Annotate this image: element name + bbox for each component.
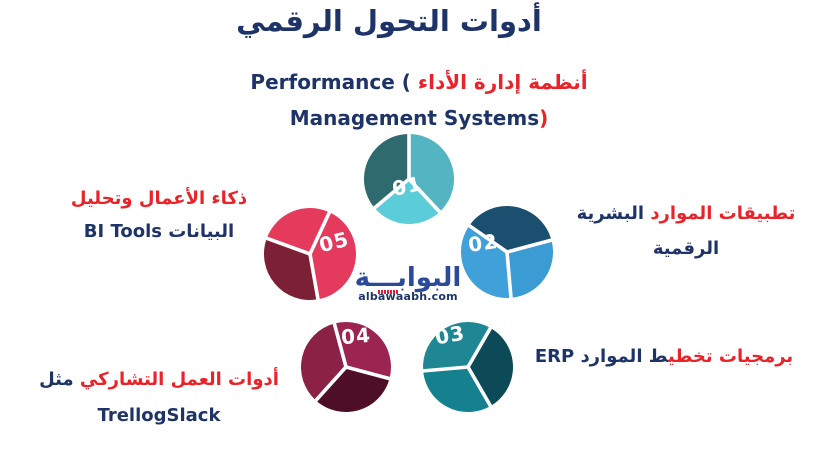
pie-03-gap-2 xyxy=(466,366,493,408)
subtitle-arabic: أنظمة إدارة الأداء xyxy=(417,70,588,94)
label-bi-tools: ذكاء الأعمال وتحليل البيانات BI Tools xyxy=(28,182,290,248)
subtitle-english: Performance xyxy=(250,70,395,94)
subtitle-line2: Management Systems) xyxy=(20,100,818,136)
pie-05: 05 xyxy=(263,207,356,301)
pie-03-gap-1 xyxy=(466,326,493,368)
hr-label-line1: تطبيقات الموارد البشرية xyxy=(562,196,810,231)
subtitle-performance-systems: Performance ( أنظمة إدارة الأداء Managem… xyxy=(20,64,818,136)
pie-04: 04 xyxy=(300,321,392,413)
pie-02: 02 xyxy=(461,206,553,299)
erp-label-red-part: برمجيات تخطي xyxy=(668,346,794,367)
subtitle-line1: Performance ( أنظمة إدارة الأداء xyxy=(20,64,818,100)
pie-02-gap-3 xyxy=(467,223,509,254)
pie-02-segment-3 xyxy=(469,206,552,252)
pie-03-number: 03 xyxy=(433,321,467,350)
erp-label-line: برمجيات تخطيط الموارد ERP xyxy=(528,340,800,373)
albawaabh-logo: البوابـــة albawaabh.com xyxy=(346,263,470,303)
bi-label-line2: البيانات BI Tools xyxy=(83,221,235,242)
pie-02-gap-2 xyxy=(505,251,513,299)
pie-05-gap-3 xyxy=(265,236,311,256)
label-collaboration-tools: أدوات العمل التشاركي مثل TrellogSlack xyxy=(28,362,290,434)
pie-01: 01 xyxy=(363,133,454,225)
collab-label-line1: أدوات العمل التشاركي مثل xyxy=(28,362,290,398)
pie-04-segment-3 xyxy=(334,321,392,379)
pie-01-segment-3 xyxy=(363,134,409,208)
pie-01-gap-3 xyxy=(372,177,411,210)
collab-label-red-part: أدوات العمل التشاركي xyxy=(79,369,279,390)
logo-arabic-wordmark: البوابـــة xyxy=(354,263,462,293)
collab-label-navy-part: مثل xyxy=(39,369,74,390)
pie-01-segment-1 xyxy=(409,134,454,212)
hr-label-red-part: تطبيقات الموارد xyxy=(650,203,796,224)
subtitle-open-paren: ( xyxy=(401,70,411,94)
bi-label-line1: ذكاء الأعمال وتحليل xyxy=(70,188,248,209)
pie-01-gap-2 xyxy=(407,177,442,214)
hr-label-navy-part: البشرية xyxy=(576,203,645,224)
pie-02-gap-1 xyxy=(506,238,553,254)
pie-01-segment-2 xyxy=(374,179,440,225)
pie-05-gap-1 xyxy=(308,210,332,255)
pie-02-number: 02 xyxy=(467,229,500,257)
logo-domain-text: albawaabh.com xyxy=(358,290,458,303)
subtitle-english-2: Management Systems xyxy=(289,106,540,130)
subtitle-close-paren: ) xyxy=(539,106,549,130)
collab-label-line2: TrellogSlack xyxy=(97,405,221,426)
pie-04-number: 04 xyxy=(340,323,372,350)
hr-label-line2: الرقمية xyxy=(652,238,720,259)
pie-04-gap-3 xyxy=(332,322,348,368)
logo-microtext-strip xyxy=(378,290,398,294)
pie-02-segment-2 xyxy=(461,225,512,298)
pie-03-segment-3 xyxy=(422,322,491,371)
label-hr-applications: تطبيقات الموارد البشرية الرقمية xyxy=(562,196,810,266)
label-erp-software: برمجيات تخطيط الموارد ERP xyxy=(528,340,800,373)
pie-05-segment-1 xyxy=(310,212,356,300)
pie-03-gap-3 xyxy=(422,365,469,373)
pie-03: 03 xyxy=(422,321,513,412)
pie-04-segment-2 xyxy=(300,323,346,401)
pie-02-segment-1 xyxy=(507,240,553,298)
pie-05-gap-2 xyxy=(308,253,320,301)
pie-04-gap-2 xyxy=(313,365,348,403)
pie-04-segment-1 xyxy=(315,367,390,413)
pie-04-gap-1 xyxy=(345,365,391,381)
erp-label-navy-part: ط الموارد ERP xyxy=(534,346,669,367)
pie-03-segment-1 xyxy=(468,328,513,406)
page-title: أدوات التحول الرقمي xyxy=(236,4,542,38)
